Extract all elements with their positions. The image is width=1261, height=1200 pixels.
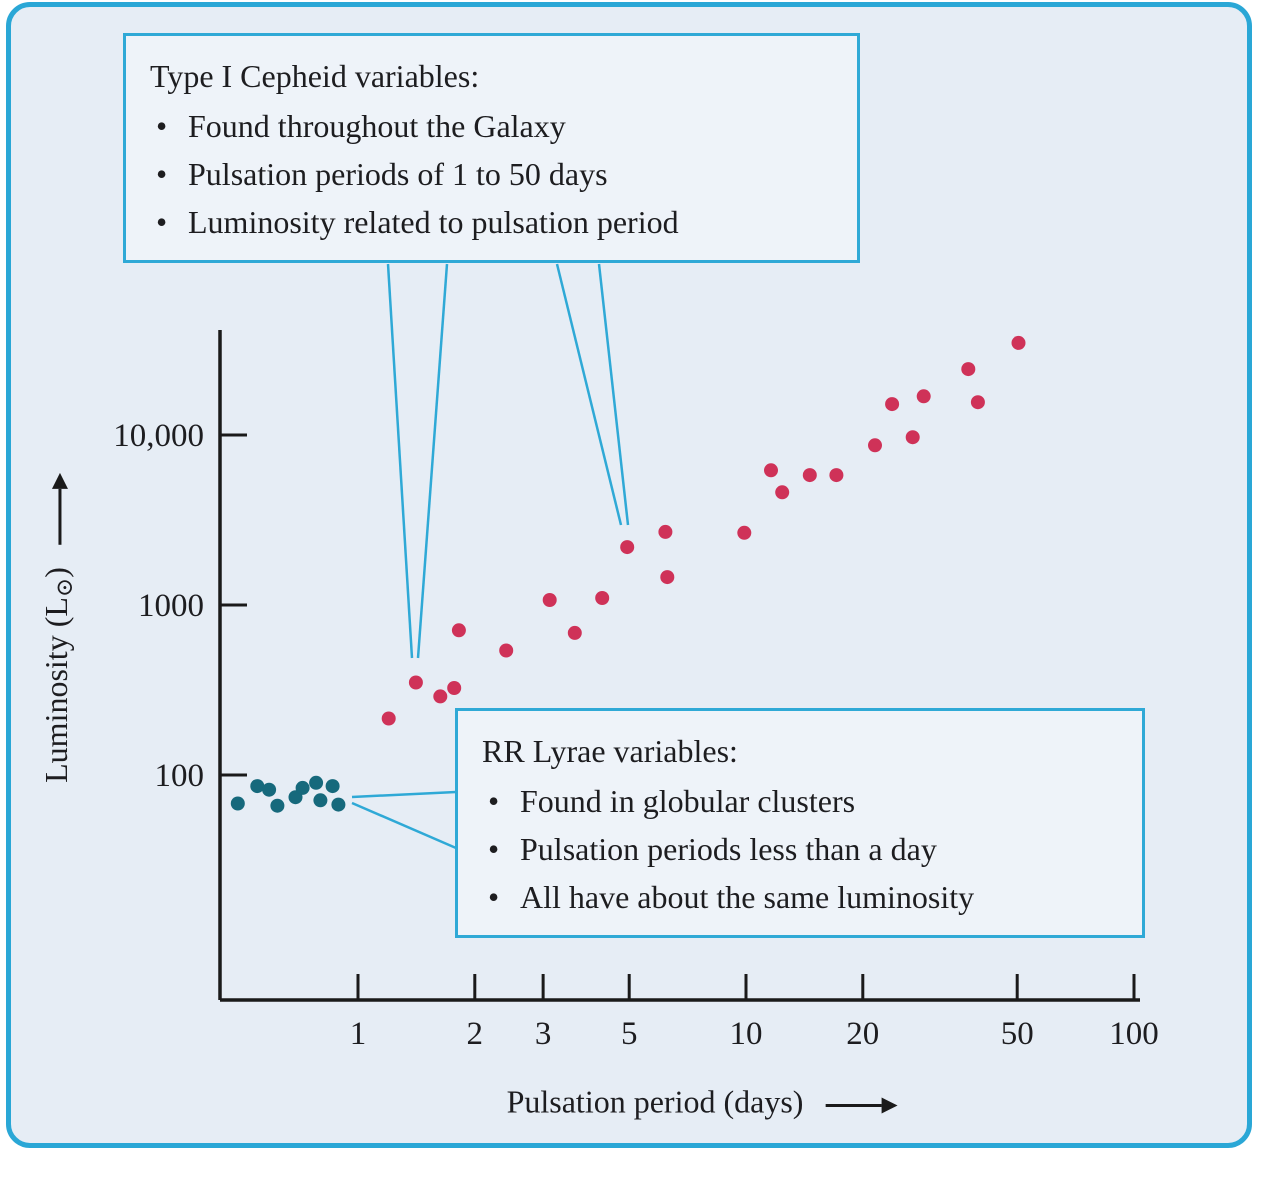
x-tick-label: 50 [1001,1016,1034,1052]
y-tick-label: 10,000 [113,418,204,454]
sun-symbol: ⊙ [52,577,79,598]
y-axis-label: Luminosity (L⊙) [38,473,78,783]
callout-pointer-line [386,263,414,659]
cepheid-point [567,625,582,640]
rr-lyrae-point [331,797,346,812]
cepheid-point [829,468,844,483]
rr-lyrae-callout-title: RR Lyrae variables: [482,733,738,769]
cepheid-point [916,389,931,404]
rr-lyrae-point [295,780,310,795]
callout-bullet-text: All have about the same luminosity [520,879,975,915]
cepheid-callout-list: Found throughout the Galaxy Pulsation pe… [150,102,833,246]
callout-bullet-item: Found throughout the Galaxy [150,102,833,150]
cepheid-point [595,591,610,605]
cepheid-point [1011,335,1026,350]
callout-bullet-text: Luminosity related to pulsation period [188,204,679,240]
right-arrow-icon [825,1097,898,1114]
x-tick-label: 10 [730,1016,763,1052]
x-axis-label: Pulsation period (days) [507,1084,898,1121]
callout-bullet-text: Found in globular clusters [520,783,856,819]
callout-bullet-item: Luminosity related to pulsation period [150,198,833,246]
rr-lyrae-point [262,782,277,797]
cepheid-point [737,525,752,540]
y-tick-label: 100 [155,758,205,794]
callout-bullet-text: Pulsation periods less than a day [520,831,937,867]
cepheid-point [775,485,790,500]
rr-lyrae-callout-box: RR Lyrae variables: Found in globular cl… [455,708,1145,938]
x-axis-label-text: Pulsation period (days) [506,1083,804,1120]
cepheid-point [451,623,466,638]
y-axis-label-text: Luminosity (L [37,597,74,783]
x-tick-label: 20 [846,1016,879,1052]
rr-lyrae-point [325,779,340,794]
callout-pointer-line [416,263,449,659]
cepheid-point [408,675,423,690]
cepheid-point [905,430,920,445]
cepheid-point [381,711,396,726]
callout-pointer-line [555,263,623,526]
rr-lyrae-point [309,775,324,790]
rr-lyrae-point [313,793,328,808]
cepheid-point [961,362,976,377]
rr-lyrae-point [270,798,285,813]
x-tick-label: 1 [350,1016,367,1052]
x-tick-label: 100 [1109,1016,1159,1052]
y-tick-label: 1000 [138,588,204,624]
cepheid-point [433,689,448,704]
cepheid-point [542,593,557,607]
callout-bullet-item: All have about the same luminosity [482,873,1118,921]
rr-lyrae-callout-list: Found in globular clusters Pulsation per… [482,777,1118,921]
callout-bullet-text: Found throughout the Galaxy [188,108,566,144]
cepheid-point [868,438,882,453]
cepheid-callout-title: Type I Cepheid variables: [150,58,480,94]
cepheid-point [764,463,778,478]
rr-lyrae-point [250,779,265,794]
callout-pointer-line [597,263,630,526]
cepheid-point [885,397,900,412]
x-tick-label: 5 [621,1016,638,1052]
rr-lyrae-point [230,796,245,811]
callout-pointer-line [351,801,457,850]
up-arrow-icon [51,473,68,546]
cepheid-point [802,468,817,483]
cepheid-point [620,540,635,555]
cepheid-point [658,524,673,539]
y-axis-label-text-close: ) [37,567,74,578]
x-tick-label: 3 [535,1016,552,1052]
callout-pointer-line [351,790,457,799]
cepheid-point [660,570,675,585]
cepheid-callout-box: Type I Cepheid variables: Found througho… [123,33,860,263]
callout-bullet-text: Pulsation periods of 1 to 50 days [188,156,608,192]
cepheid-point [970,395,985,410]
callout-bullet-item: Pulsation periods less than a day [482,825,1118,873]
x-tick-label: 2 [467,1016,484,1052]
callout-bullet-item: Found in globular clusters [482,777,1118,825]
cepheid-point [447,681,462,695]
cepheid-point [499,643,514,658]
callout-bullet-item: Pulsation periods of 1 to 50 days [150,150,833,198]
